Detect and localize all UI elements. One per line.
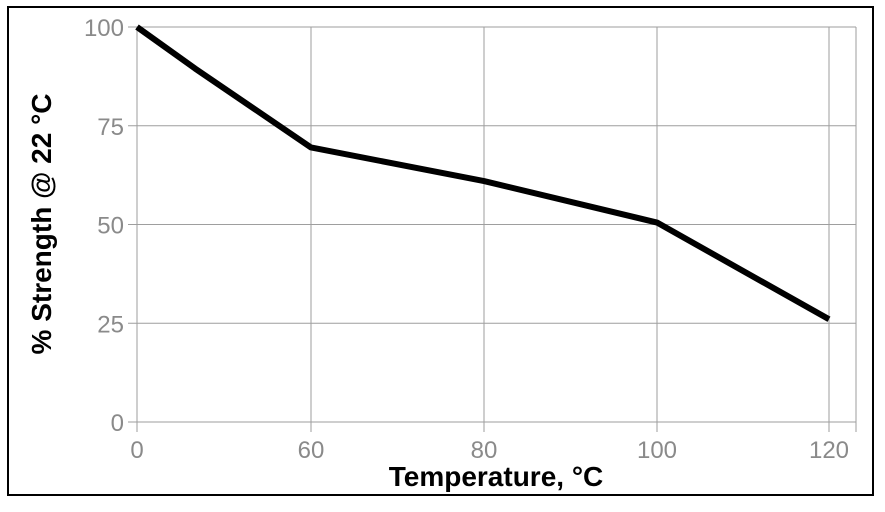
series-line: [135, 24, 831, 322]
y-tick-label: 75: [97, 114, 124, 141]
chart-frame: [7, 6, 874, 496]
tick-label-layer: 0 25 50 75 100 0 60 80 100 120: [84, 15, 849, 464]
x-tick-label: 80: [471, 437, 498, 464]
y-axis-title: % Strength @ 22 °C: [26, 94, 57, 355]
x-tick-label: 100: [637, 437, 677, 464]
y-tick-label: 100: [84, 15, 124, 42]
series-layer: [135, 24, 831, 322]
y-tick-label: 0: [111, 410, 124, 437]
x-axis-title: Temperature, °C: [389, 461, 604, 492]
x-tick-label: 60: [298, 437, 325, 464]
y-tick-label: 50: [97, 213, 124, 240]
grid-layer: [128, 26, 857, 432]
y-tick-label: 25: [97, 311, 124, 338]
x-tick-label: 0: [130, 437, 143, 464]
x-tick-label: 120: [809, 437, 849, 464]
